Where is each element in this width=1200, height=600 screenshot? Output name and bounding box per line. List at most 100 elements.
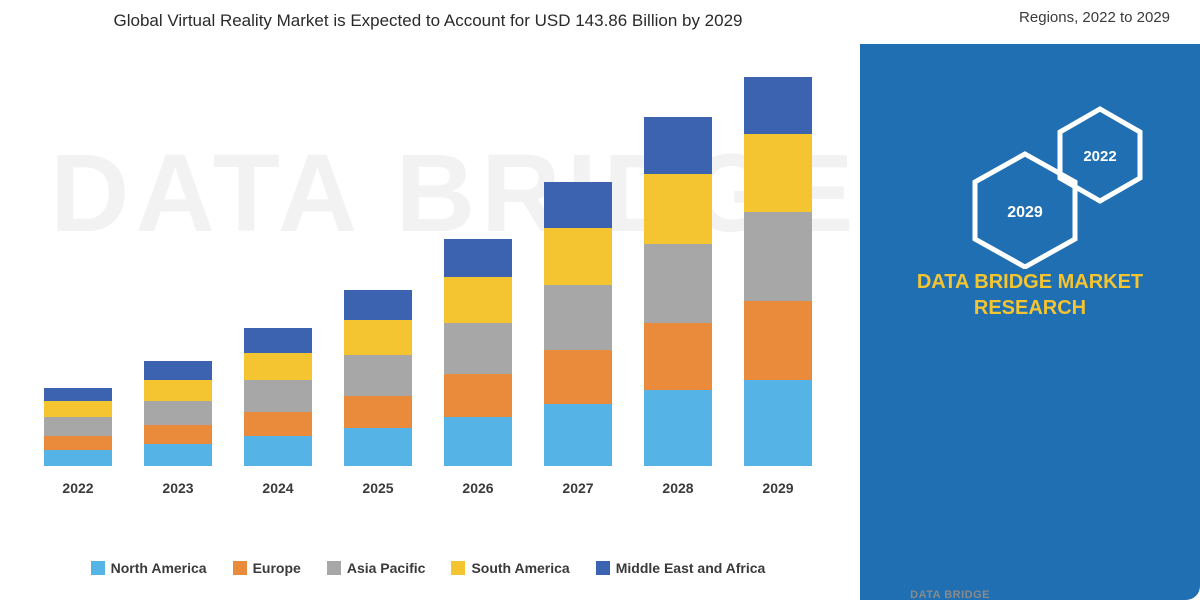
bar-segment	[244, 412, 312, 436]
chart-area: Global Virtual Reality Market is Expecte…	[18, 0, 838, 560]
bar-segment	[344, 428, 412, 466]
x-axis-label: 2028	[644, 480, 712, 496]
hex-back-label: 2022	[1083, 148, 1116, 165]
bar	[544, 182, 612, 466]
bar-segment	[644, 390, 712, 466]
side-blue-block: 2022 2029 DATA BRIDGE MARKET RESEARCH	[860, 44, 1200, 600]
bar-segment	[544, 285, 612, 350]
bar	[244, 328, 312, 466]
bar-segment	[44, 401, 112, 417]
legend-label: Middle East and Africa	[616, 560, 766, 576]
x-axis-label: 2022	[44, 480, 112, 496]
legend-swatch	[233, 561, 247, 575]
legend-item: South America	[451, 560, 569, 576]
bar-segment	[744, 380, 812, 466]
bars-container	[18, 66, 838, 466]
stage: DATA BRIDGE Global Virtual Reality Marke…	[0, 0, 1200, 600]
bar-segment	[744, 301, 812, 379]
hex-back: 2022	[1060, 109, 1140, 201]
bar-segment	[544, 350, 612, 404]
bar-segment	[544, 404, 612, 466]
bar-segment	[44, 450, 112, 466]
bar-segment	[444, 239, 512, 277]
bar-segment	[244, 328, 312, 352]
hex-svg: 2022 2029	[950, 99, 1170, 269]
bar	[344, 290, 412, 466]
bar-segment	[144, 425, 212, 444]
bar-segment	[344, 396, 412, 428]
legend-item: Middle East and Africa	[596, 560, 766, 576]
bar-segment	[144, 380, 212, 402]
chart-title: Global Virtual Reality Market is Expecte…	[18, 0, 838, 32]
bar-segment	[44, 388, 112, 402]
bar-segment	[644, 323, 712, 391]
bar-segment	[744, 77, 812, 134]
bar-segment	[244, 436, 312, 466]
bar-segment	[144, 401, 212, 425]
bar	[144, 361, 212, 466]
bar	[744, 77, 812, 466]
bar-segment	[444, 323, 512, 374]
hex-front-label: 2029	[1007, 204, 1043, 221]
x-axis-label: 2025	[344, 480, 412, 496]
footer-logo-text: DATA BRIDGE	[910, 589, 990, 600]
legend-item: Europe	[233, 560, 301, 576]
bar-segment	[544, 182, 612, 228]
footer-logo-icon	[882, 584, 904, 600]
bar-segment	[744, 212, 812, 301]
bar-segment	[244, 380, 312, 412]
legend-label: Asia Pacific	[347, 560, 426, 576]
x-axis-label: 2027	[544, 480, 612, 496]
bar	[444, 239, 512, 466]
bar-column	[44, 66, 112, 466]
legend-swatch	[327, 561, 341, 575]
bar-column	[144, 66, 212, 466]
legend-label: North America	[111, 560, 207, 576]
bar-segment	[44, 417, 112, 436]
legend-item: Asia Pacific	[327, 560, 426, 576]
bar-segment	[744, 134, 812, 212]
footer-logo: DATA BRIDGE	[882, 584, 990, 600]
bar-column	[344, 66, 412, 466]
side-panel: Regions, 2022 to 2029 2022 2029	[860, 0, 1200, 600]
bar-segment	[344, 290, 412, 320]
side-header: Regions, 2022 to 2029	[860, 0, 1200, 28]
bar-segment	[544, 228, 612, 285]
brand-text: DATA BRIDGE MARKET RESEARCH	[860, 269, 1200, 321]
bar	[44, 388, 112, 466]
legend-label: Europe	[253, 560, 301, 576]
brand-line1: DATA BRIDGE MARKET	[917, 271, 1143, 293]
bar-column	[644, 66, 712, 466]
bar-column	[744, 66, 812, 466]
hex-front: 2029	[975, 154, 1075, 267]
bar-segment	[644, 244, 712, 322]
bar-segment	[244, 353, 312, 380]
bar-segment	[444, 417, 512, 466]
bar	[644, 117, 712, 466]
bar-column	[444, 66, 512, 466]
bar-segment	[644, 117, 712, 174]
legend-label: South America	[471, 560, 569, 576]
legend-swatch	[91, 561, 105, 575]
x-axis-label: 2024	[244, 480, 312, 496]
bar-segment	[344, 320, 412, 355]
chart-plot: 2022 2023 2024 2025 2026 2027 2028 2029	[18, 66, 838, 496]
bar-segment	[444, 277, 512, 323]
legend-item: North America	[91, 560, 207, 576]
bar-segment	[444, 374, 512, 417]
x-axis-label: 2029	[744, 480, 812, 496]
legend-swatch	[596, 561, 610, 575]
bar-segment	[644, 174, 712, 244]
legend-swatch	[451, 561, 465, 575]
x-axis-label: 2023	[144, 480, 212, 496]
bar-column	[244, 66, 312, 466]
brand-line2: RESEARCH	[974, 297, 1086, 319]
x-axis-row: 2022 2023 2024 2025 2026 2027 2028 2029	[18, 470, 838, 496]
hex-group: 2022 2029	[950, 99, 1150, 259]
bar-segment	[44, 436, 112, 450]
legend: North America Europe Asia Pacific South Ame…	[18, 560, 838, 576]
bar-segment	[344, 355, 412, 396]
x-axis-label: 2026	[444, 480, 512, 496]
bar-segment	[144, 444, 212, 466]
bar-segment	[144, 361, 212, 380]
